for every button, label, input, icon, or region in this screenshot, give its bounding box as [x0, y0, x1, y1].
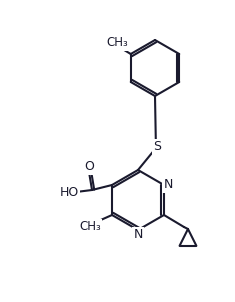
Text: O: O: [84, 160, 94, 174]
Text: CH₃: CH₃: [79, 220, 101, 233]
Text: N: N: [163, 178, 173, 191]
Text: S: S: [153, 140, 161, 153]
Text: CH₃: CH₃: [106, 37, 128, 50]
Text: HO: HO: [59, 185, 79, 198]
Text: N: N: [133, 229, 143, 242]
